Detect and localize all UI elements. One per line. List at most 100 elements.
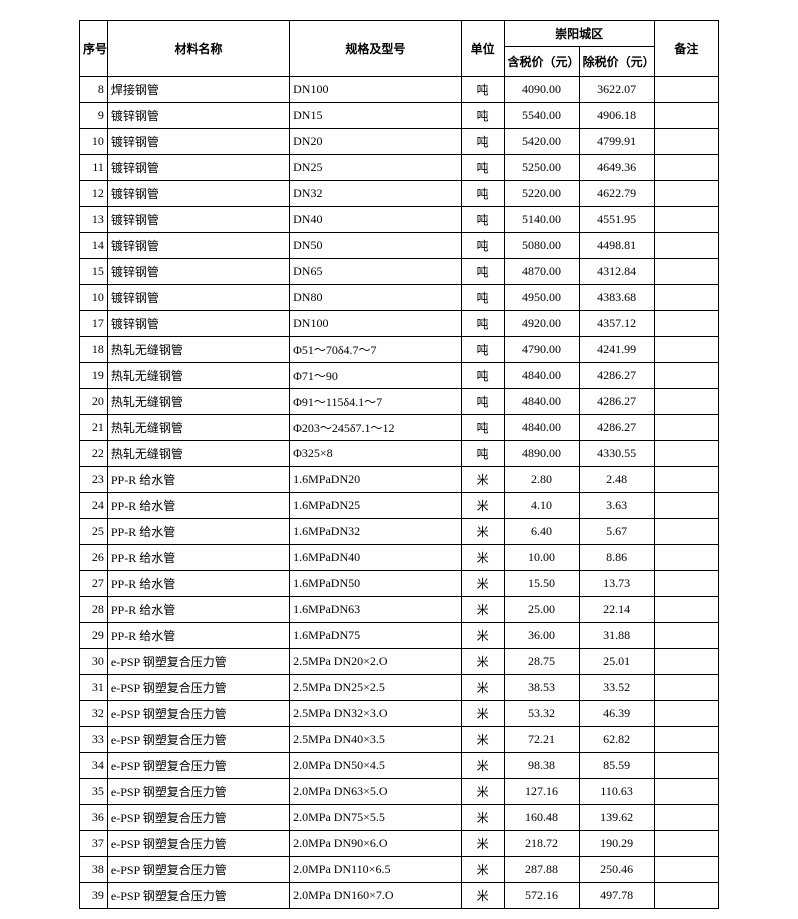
cell-note [654, 493, 718, 519]
table-row: 8焊接钢管DN100吨4090.003622.07 [80, 77, 719, 103]
cell-seq: 22 [80, 441, 108, 467]
cell-price-tax: 5080.00 [504, 233, 579, 259]
cell-unit: 吨 [461, 181, 504, 207]
cell-note [654, 441, 718, 467]
cell-note [654, 857, 718, 883]
cell-price-tax: 218.72 [504, 831, 579, 857]
table-row: 36e-PSP 钢塑复合压力管2.0MPa DN75×5.5米160.48139… [80, 805, 719, 831]
cell-seq: 23 [80, 467, 108, 493]
cell-unit: 吨 [461, 337, 504, 363]
cell-spec: 1.6MPaDN40 [290, 545, 462, 571]
cell-price-tax: 10.00 [504, 545, 579, 571]
table-row: 33e-PSP 钢塑复合压力管2.5MPa DN40×3.5米72.2162.8… [80, 727, 719, 753]
cell-name: e-PSP 钢塑复合压力管 [107, 805, 289, 831]
cell-note [654, 883, 718, 909]
cell-price-tax: 6.40 [504, 519, 579, 545]
cell-spec: 2.0MPa DN110×6.5 [290, 857, 462, 883]
cell-unit: 米 [461, 883, 504, 909]
price-table: 序号 材料名称 规格及型号 单位 崇阳城区 备注 含税价（元） 除税价（元） 8… [79, 20, 719, 909]
cell-seq: 11 [80, 155, 108, 181]
cell-name: 镀锌钢管 [107, 103, 289, 129]
cell-unit: 米 [461, 857, 504, 883]
cell-seq: 36 [80, 805, 108, 831]
cell-unit: 吨 [461, 389, 504, 415]
cell-price-tax: 72.21 [504, 727, 579, 753]
cell-price-notax: 4330.55 [579, 441, 654, 467]
cell-seq: 9 [80, 103, 108, 129]
cell-name: PP-R 给水管 [107, 623, 289, 649]
cell-note [654, 259, 718, 285]
cell-seq: 24 [80, 493, 108, 519]
cell-unit: 吨 [461, 103, 504, 129]
cell-price-tax: 4890.00 [504, 441, 579, 467]
table-row: 32e-PSP 钢塑复合压力管2.5MPa DN32×3.O米53.3246.3… [80, 701, 719, 727]
cell-spec: 2.5MPa DN40×3.5 [290, 727, 462, 753]
cell-name: 焊接钢管 [107, 77, 289, 103]
cell-unit: 吨 [461, 155, 504, 181]
cell-price-notax: 190.29 [579, 831, 654, 857]
table-row: 30e-PSP 钢塑复合压力管2.5MPa DN20×2.O米28.7525.0… [80, 649, 719, 675]
cell-note [654, 623, 718, 649]
cell-price-tax: 4840.00 [504, 389, 579, 415]
cell-seq: 10 [80, 285, 108, 311]
cell-price-notax: 4241.99 [579, 337, 654, 363]
cell-spec: 2.0MPa DN63×5.O [290, 779, 462, 805]
cell-note [654, 753, 718, 779]
cell-name: 热轧无缝钢管 [107, 415, 289, 441]
table-row: 37e-PSP 钢塑复合压力管2.0MPa DN90×6.O米218.72190… [80, 831, 719, 857]
cell-spec: DN20 [290, 129, 462, 155]
cell-spec: Φ203～245δ7.1～12 [290, 415, 462, 441]
table-row: 9镀锌钢管DN15吨5540.004906.18 [80, 103, 719, 129]
table-row: 15镀锌钢管DN65吨4870.004312.84 [80, 259, 719, 285]
cell-seq: 17 [80, 311, 108, 337]
cell-spec: DN100 [290, 311, 462, 337]
cell-seq: 15 [80, 259, 108, 285]
table-row: 29PP-R 给水管1.6MPaDN75米36.0031.88 [80, 623, 719, 649]
cell-price-tax: 5220.00 [504, 181, 579, 207]
cell-seq: 28 [80, 597, 108, 623]
cell-seq: 20 [80, 389, 108, 415]
cell-unit: 吨 [461, 285, 504, 311]
table-row: 10镀锌钢管DN80吨4950.004383.68 [80, 285, 719, 311]
cell-name: 镀锌钢管 [107, 155, 289, 181]
table-row: 34e-PSP 钢塑复合压力管2.0MPa DN50×4.5米98.3885.5… [80, 753, 719, 779]
cell-spec: Φ51～70δ4.7～7 [290, 337, 462, 363]
cell-name: e-PSP 钢塑复合压力管 [107, 753, 289, 779]
cell-seq: 10 [80, 129, 108, 155]
cell-note [654, 701, 718, 727]
cell-unit: 吨 [461, 233, 504, 259]
cell-seq: 21 [80, 415, 108, 441]
cell-unit: 吨 [461, 207, 504, 233]
table-row: 27PP-R 给水管1.6MPaDN50米15.5013.73 [80, 571, 719, 597]
cell-seq: 18 [80, 337, 108, 363]
cell-spec: DN50 [290, 233, 462, 259]
cell-unit: 吨 [461, 415, 504, 441]
cell-seq: 29 [80, 623, 108, 649]
cell-price-notax: 2.48 [579, 467, 654, 493]
cell-spec: DN80 [290, 285, 462, 311]
cell-spec: 2.5MPa DN20×2.O [290, 649, 462, 675]
cell-price-notax: 4799.91 [579, 129, 654, 155]
cell-price-notax: 497.78 [579, 883, 654, 909]
cell-name: e-PSP 钢塑复合压力管 [107, 701, 289, 727]
cell-unit: 吨 [461, 259, 504, 285]
table-row: 14镀锌钢管DN50吨5080.004498.81 [80, 233, 719, 259]
cell-note [654, 519, 718, 545]
cell-note [654, 129, 718, 155]
cell-price-tax: 287.88 [504, 857, 579, 883]
cell-spec: 2.0MPa DN90×6.O [290, 831, 462, 857]
cell-name: e-PSP 钢塑复合压力管 [107, 675, 289, 701]
cell-unit: 吨 [461, 77, 504, 103]
cell-price-notax: 4383.68 [579, 285, 654, 311]
cell-seq: 31 [80, 675, 108, 701]
cell-unit: 米 [461, 597, 504, 623]
cell-price-notax: 4551.95 [579, 207, 654, 233]
cell-price-tax: 38.53 [504, 675, 579, 701]
cell-spec: Φ325×8 [290, 441, 462, 467]
cell-spec: DN65 [290, 259, 462, 285]
cell-spec: DN15 [290, 103, 462, 129]
cell-spec: 2.5MPa DN25×2.5 [290, 675, 462, 701]
table-head: 序号 材料名称 规格及型号 单位 崇阳城区 备注 含税价（元） 除税价（元） [80, 21, 719, 77]
cell-unit: 米 [461, 545, 504, 571]
cell-name: PP-R 给水管 [107, 571, 289, 597]
